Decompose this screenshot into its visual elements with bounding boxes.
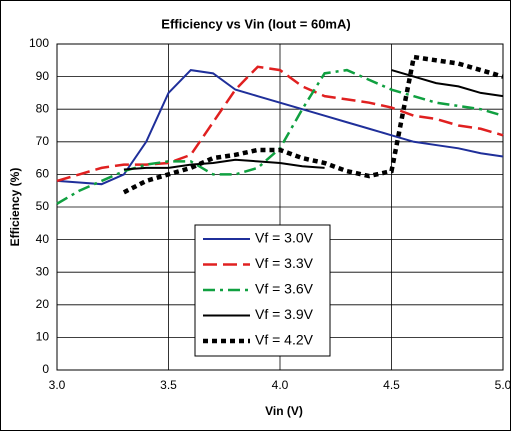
legend-label: Vf = 3.0V (255, 230, 314, 246)
x-tick-label: 4.5 (383, 378, 400, 392)
chart-title: Efficiency vs Vin (Iout = 60mA) (161, 16, 350, 31)
series-line (123, 69, 504, 171)
y-tick-label: 0 (42, 362, 49, 376)
y-tick-label: 10 (36, 330, 50, 344)
y-tick-label: 20 (36, 297, 50, 311)
legend-label: Vf = 3.9V (255, 306, 314, 322)
y-tick-label: 100 (29, 36, 49, 50)
y-tick-label: 70 (36, 134, 50, 148)
x-tick-label: 5.0 (495, 378, 511, 392)
legend-label: Vf = 3.6V (255, 281, 314, 297)
y-tick-label: 90 (36, 69, 50, 83)
y-tick-label: 50 (36, 199, 50, 213)
x-tick-label: 3.0 (49, 378, 66, 392)
series-line (56, 69, 504, 186)
y-tick-label: 40 (36, 232, 50, 246)
y-tick-label: 30 (36, 264, 50, 278)
x-tick-label: 4.0 (272, 378, 289, 392)
series-line (56, 65, 504, 183)
y-axis-label: Efficiency (%) (8, 168, 22, 247)
y-tick-label: 60 (36, 167, 50, 181)
series-line (122, 54, 504, 195)
x-axis-label: Vin (V) (265, 404, 303, 418)
y-tick-label: 80 (36, 101, 50, 115)
legend-box (194, 224, 331, 357)
x-tick-label: 3.5 (160, 378, 177, 392)
legend-label: Vf = 3.3V (255, 255, 314, 271)
legend-label: Vf = 4.2V (255, 332, 314, 348)
